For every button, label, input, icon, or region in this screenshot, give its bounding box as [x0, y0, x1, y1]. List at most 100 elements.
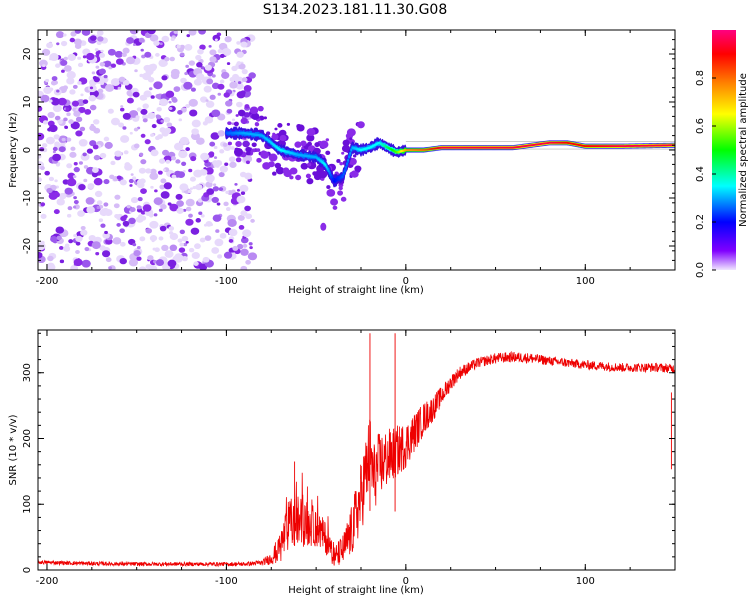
noise-blob — [54, 179, 58, 183]
noise-blob — [45, 78, 50, 83]
track-core — [343, 169, 346, 172]
noise-blob — [195, 137, 205, 145]
noise-blob — [229, 161, 237, 168]
noise-blob — [133, 127, 139, 132]
noise-blob — [140, 215, 147, 221]
noise-blob — [47, 255, 54, 262]
noise-blob — [189, 109, 198, 117]
noise-blob — [91, 241, 101, 250]
noise-blob — [356, 121, 365, 129]
noise-blob — [231, 189, 236, 194]
noise-blob — [147, 255, 154, 261]
noise-blob — [157, 134, 163, 140]
noise-blob — [196, 73, 205, 81]
noise-blob — [229, 77, 236, 82]
noise-blob — [236, 61, 242, 66]
noise-blob — [251, 142, 257, 148]
track-core — [330, 175, 333, 179]
track-core — [324, 163, 327, 167]
noise-blob — [158, 59, 168, 68]
colorbar-tick-label: 0.6 — [695, 118, 706, 134]
noise-blob — [128, 178, 134, 184]
noise-blob — [39, 59, 48, 67]
noise-blob — [89, 125, 97, 131]
noise-blob — [140, 188, 147, 195]
noise-blob — [128, 258, 138, 267]
noise-blob — [63, 117, 68, 122]
noise-blob — [307, 141, 313, 147]
noise-blob — [330, 198, 339, 206]
noise-blob — [78, 106, 86, 114]
noise-blob — [73, 110, 81, 117]
noise-blob — [326, 188, 336, 197]
noise-blob — [209, 49, 217, 56]
noise-blob — [249, 246, 253, 250]
noise-blob — [306, 162, 312, 167]
noise-blob — [75, 249, 80, 255]
noise-blob — [157, 170, 163, 175]
noise-blob — [248, 242, 253, 246]
noise-blob — [39, 147, 45, 152]
noise-blob — [80, 93, 84, 97]
noise-blob — [96, 40, 102, 46]
noise-blob — [55, 226, 65, 234]
noise-blob — [66, 163, 73, 169]
colorbar: 0.0 0.2 0.4 0.6 0.8 Normalized spectral ampl… — [695, 30, 749, 278]
noise-blob — [105, 238, 113, 245]
noise-blob — [70, 146, 76, 151]
noise-blob — [179, 229, 185, 235]
x-tick-label: 0 — [403, 576, 409, 587]
noise-blob — [200, 214, 205, 218]
noise-blob — [188, 213, 193, 218]
noise-blob — [168, 226, 175, 231]
noise-blob — [50, 236, 58, 243]
noise-blob — [354, 165, 362, 172]
noise-blob — [341, 151, 345, 155]
noise-blob — [182, 208, 187, 212]
figure-title: S134.2023.181.11.30.G08 — [263, 2, 448, 18]
noise-blob — [132, 242, 137, 247]
noise-blob — [251, 112, 260, 121]
noise-blob — [231, 65, 238, 72]
noise-blob — [116, 58, 124, 65]
noise-blob — [211, 247, 220, 254]
noise-blob — [66, 137, 72, 142]
noise-blob — [263, 116, 267, 120]
noise-blob — [244, 104, 250, 109]
noise-blob — [188, 60, 196, 66]
noise-blob — [136, 205, 142, 210]
noise-blob — [191, 119, 201, 128]
noise-blob — [352, 154, 357, 158]
noise-blob — [209, 223, 213, 227]
noise-blob — [86, 206, 95, 214]
noise-blob — [45, 136, 55, 145]
noise-blob — [130, 196, 139, 204]
noise-blob — [118, 122, 125, 128]
noise-blob — [177, 110, 183, 115]
noise-blob — [224, 36, 232, 43]
noise-blob — [68, 119, 74, 124]
noise-blob — [129, 110, 139, 118]
noise-blob — [245, 151, 251, 156]
noise-blob — [325, 138, 330, 142]
noise-blob — [164, 56, 170, 62]
noise-blob — [147, 30, 156, 35]
noise-blob — [145, 168, 152, 174]
noise-blob — [195, 54, 202, 61]
noise-blob — [86, 148, 94, 154]
noise-blob — [114, 150, 122, 157]
noise-blob — [133, 250, 141, 257]
spectrogram-track — [225, 126, 675, 188]
noise-blob — [218, 171, 225, 178]
noise-blob — [52, 146, 58, 152]
noise-blob — [42, 120, 48, 125]
noise-blob — [251, 148, 256, 153]
noise-blob — [195, 218, 201, 223]
noise-blob — [77, 210, 85, 217]
noise-blob — [67, 53, 77, 61]
noise-blob — [230, 146, 235, 150]
noise-blob — [225, 100, 233, 107]
noise-blob — [274, 127, 278, 131]
noise-blob — [66, 213, 72, 218]
noise-blob — [224, 162, 229, 166]
